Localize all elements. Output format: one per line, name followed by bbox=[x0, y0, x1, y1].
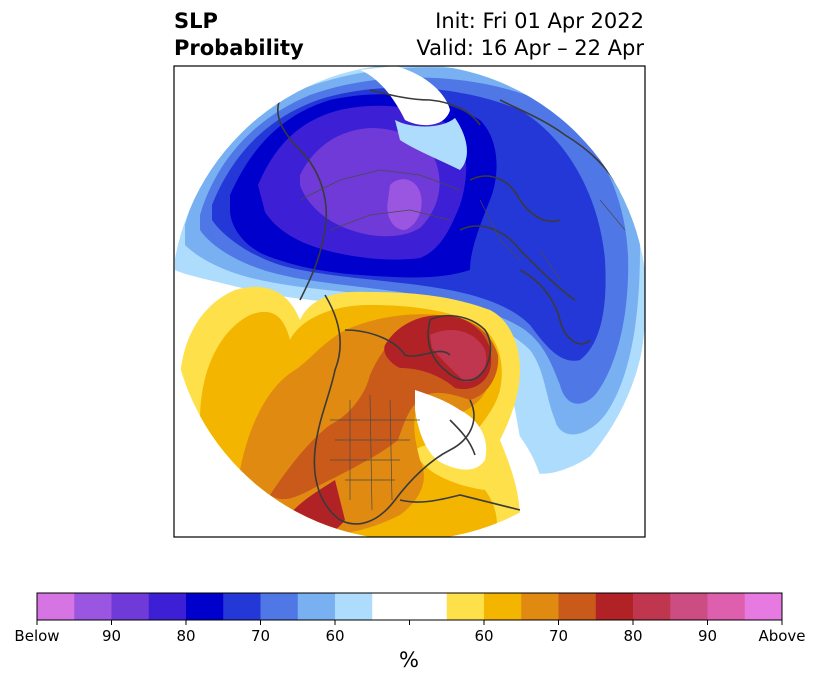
colorbar-tick-label: 80 bbox=[623, 627, 643, 645]
colorbar-tick-label: 60 bbox=[325, 627, 345, 645]
title-dates: Init: Fri 01 Apr 2022 Valid: 16 Apr – 22… bbox=[416, 8, 644, 62]
colorbar-swatch bbox=[74, 593, 112, 620]
colorbar-tick-label: 90 bbox=[697, 627, 718, 645]
colorbar-tick-label: 80 bbox=[176, 627, 196, 645]
colorbar-tick-labels: Below 90 80 70 60 60 70 80 90 Above bbox=[0, 627, 819, 647]
colorbar-swatch bbox=[111, 593, 150, 620]
colorbar-tick-label: 70 bbox=[250, 627, 271, 645]
colorbar-swatch bbox=[484, 593, 522, 620]
colorbar-swatch bbox=[409, 593, 448, 620]
above-normal-region bbox=[179, 286, 545, 537]
colorbar-swatch bbox=[633, 593, 671, 620]
colorbar-swatch bbox=[37, 593, 75, 620]
colorbar-swatch bbox=[260, 593, 299, 620]
colorbar-swatch bbox=[223, 593, 261, 620]
title-variable: SLP Probability bbox=[174, 8, 304, 62]
map-frame bbox=[173, 65, 646, 538]
colorbar-swatch bbox=[558, 593, 597, 620]
map-domain bbox=[174, 66, 645, 537]
colorbar-swatch bbox=[186, 593, 224, 620]
colorbar-tick-label: 70 bbox=[548, 627, 569, 645]
colorbar bbox=[36, 593, 783, 625]
colorbar-swatch bbox=[521, 593, 559, 620]
colorbar-swatch bbox=[335, 593, 373, 620]
probability-field bbox=[174, 66, 645, 537]
title-line-1: SLP bbox=[174, 9, 218, 33]
colorbar-swatch bbox=[148, 593, 187, 620]
valid-range: Valid: 16 Apr – 22 Apr bbox=[416, 36, 644, 60]
colorbar-swatch bbox=[670, 593, 708, 620]
colorbar-frame bbox=[36, 592, 783, 621]
colorbar-tick-label: Below bbox=[14, 627, 60, 645]
title-line-2: Probability bbox=[174, 36, 304, 60]
colorbar-swatch bbox=[372, 593, 410, 620]
colorbar-tick-label: 90 bbox=[101, 627, 122, 645]
colorbar-swatch bbox=[297, 593, 336, 620]
colorbar-swatch bbox=[446, 593, 485, 620]
colorbar-tick-label: 60 bbox=[474, 627, 494, 645]
colorbar-swatch bbox=[595, 593, 634, 620]
colorbar-unit-label: % bbox=[399, 648, 419, 672]
colorbar-tick-label: Above bbox=[758, 627, 806, 645]
coastlines bbox=[276, 89, 621, 525]
colorbar-swatch bbox=[744, 593, 783, 620]
colorbar-swatch bbox=[707, 593, 746, 620]
init-date: Init: Fri 01 Apr 2022 bbox=[435, 9, 644, 33]
